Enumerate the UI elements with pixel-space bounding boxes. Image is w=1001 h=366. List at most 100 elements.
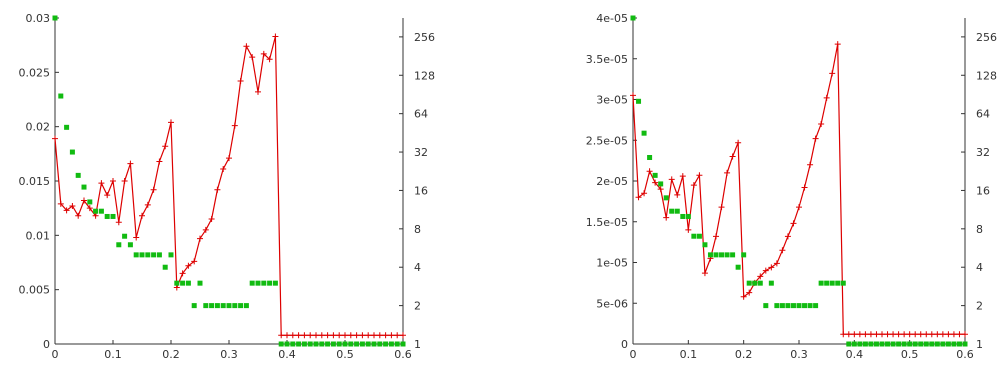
red-point — [685, 226, 692, 233]
green-point — [890, 341, 896, 347]
green-point — [336, 341, 342, 347]
red-point — [812, 135, 819, 142]
green-point — [145, 252, 151, 258]
red-point — [400, 332, 406, 339]
red-point — [81, 197, 87, 204]
green-point — [669, 208, 675, 214]
red-point — [98, 180, 105, 187]
green-point — [220, 303, 226, 309]
green-point — [707, 252, 713, 258]
green-point — [691, 233, 697, 239]
red-point — [75, 212, 82, 219]
red-point — [284, 332, 290, 339]
red-point — [873, 331, 880, 338]
red-point — [845, 331, 852, 338]
green-point — [226, 303, 232, 309]
green-point — [768, 280, 774, 286]
red-point — [840, 331, 847, 338]
green-point — [779, 303, 785, 309]
red-point — [57, 200, 64, 207]
red-series-line — [632, 43, 965, 335]
green-point — [359, 341, 365, 347]
green-point — [98, 208, 104, 214]
y2-tick-label: 256 — [976, 31, 997, 44]
red-point — [652, 179, 659, 186]
green-point — [696, 233, 702, 239]
red-point — [956, 331, 963, 338]
red-point — [784, 233, 791, 240]
red-point — [359, 332, 366, 339]
red-point — [52, 135, 58, 142]
red-point — [289, 332, 296, 339]
red-point — [185, 262, 192, 269]
red-point — [862, 331, 869, 338]
green-point — [354, 341, 360, 347]
red-point — [226, 155, 232, 162]
red-point — [255, 88, 261, 95]
y2-tick-label: 4 — [414, 261, 421, 274]
y-tick-label: 0.005 — [19, 284, 51, 297]
green-point — [267, 280, 273, 286]
green-point — [774, 303, 780, 309]
red-point — [266, 56, 273, 63]
y2-tick-label: 4 — [976, 261, 983, 274]
y-tick-label: 1e-05 — [596, 257, 628, 270]
green-point — [763, 303, 769, 309]
red-point — [663, 214, 670, 221]
red-point — [342, 332, 348, 339]
red-point — [867, 331, 874, 338]
red-point — [701, 270, 708, 277]
green-point — [945, 341, 951, 347]
green-point — [87, 199, 93, 205]
y-tick-label: 0 — [621, 338, 628, 351]
y-tick-label: 0.025 — [19, 66, 51, 79]
y-tick-label: 0.015 — [19, 175, 51, 188]
green-point — [64, 124, 70, 130]
red-point — [347, 332, 354, 339]
y-tick-label: 2e-05 — [596, 175, 628, 188]
red-point — [168, 119, 174, 126]
red-point — [906, 331, 913, 338]
red-point — [901, 331, 908, 338]
red-point — [127, 160, 134, 167]
y2-tick-label: 2 — [976, 300, 983, 313]
y-tick-label: 0.02 — [26, 121, 51, 134]
red-point — [679, 173, 686, 180]
green-point — [951, 341, 957, 347]
y2-tick-label: 256 — [414, 31, 435, 44]
green-point — [272, 280, 278, 286]
green-point — [868, 341, 874, 347]
red-point — [773, 260, 780, 267]
red-point — [740, 293, 747, 300]
red-point — [92, 212, 99, 219]
green-point — [185, 280, 191, 286]
red-point — [191, 258, 198, 265]
y2-tick-label: 64 — [414, 108, 428, 121]
red-point — [762, 267, 769, 274]
red-point — [353, 332, 360, 339]
green-point — [174, 280, 180, 286]
y-tick-label: 2.5e-05 — [586, 134, 628, 147]
red-point — [724, 169, 731, 176]
green-point — [956, 341, 962, 347]
green-point — [371, 341, 377, 347]
red-point — [856, 331, 863, 338]
green-point — [658, 181, 664, 187]
red-series-line — [54, 36, 403, 336]
green-point — [243, 303, 249, 309]
red-point — [295, 332, 302, 339]
green-point — [313, 341, 319, 347]
green-point — [162, 264, 168, 270]
green-point — [719, 252, 725, 258]
green-point — [785, 303, 791, 309]
green-point — [377, 341, 383, 347]
green-point — [835, 280, 841, 286]
red-point — [382, 332, 389, 339]
y2-tick-label: 64 — [976, 108, 990, 121]
red-point — [696, 172, 703, 179]
green-point — [122, 233, 128, 239]
red-point — [779, 247, 786, 254]
green-point — [641, 130, 647, 136]
green-point — [110, 213, 116, 219]
green-point — [394, 341, 400, 347]
